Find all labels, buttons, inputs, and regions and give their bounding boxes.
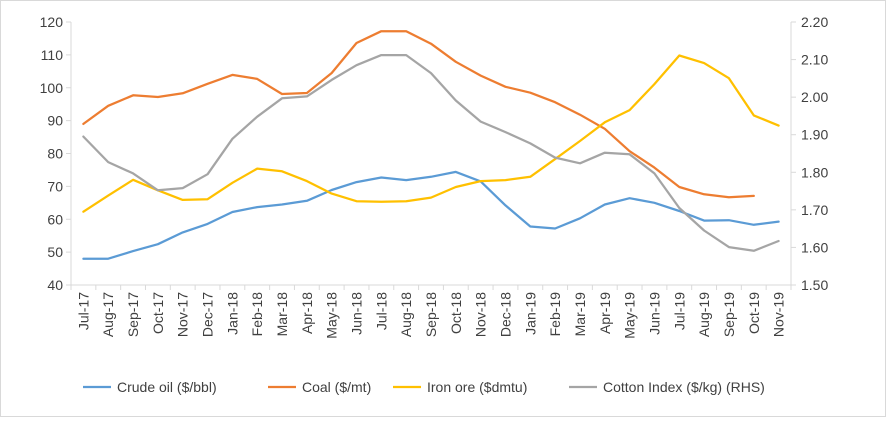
y-left-tick-label: 60	[47, 211, 63, 227]
x-tick-label: Aug-19	[696, 292, 712, 337]
x-tick-label: Jul-19	[671, 292, 687, 330]
y-left-tick-label: 80	[47, 146, 63, 162]
y-left-tick-label: 70	[47, 178, 63, 194]
x-tick-label: Nov-18	[473, 292, 489, 337]
x-tick-label: Mar-19	[572, 292, 588, 337]
x-tick-label: Oct-17	[150, 292, 166, 334]
series-line-1	[82, 170, 780, 260]
x-tick-label: Apr-18	[299, 292, 315, 334]
y-left-tick-label: 120	[40, 14, 64, 30]
x-tick-label: May-18	[324, 292, 340, 339]
legend-label: Coal ($/mt)	[302, 379, 371, 395]
x-tick-label: Sep-18	[423, 292, 439, 337]
legend-label: Iron ore ($dmtu)	[427, 379, 527, 395]
y-right-tick-label: 1.70	[801, 202, 828, 218]
x-tick-label: Jul-17	[75, 292, 91, 330]
x-tick-label: Feb-19	[547, 292, 563, 337]
x-tick-label: Feb-18	[249, 292, 265, 337]
x-tick-label: Apr-19	[597, 292, 613, 334]
y-right-tick-label: 2.10	[801, 52, 828, 68]
y-right-tick-label: 2.20	[801, 14, 828, 30]
series-line-3	[82, 54, 780, 213]
y-left-tick-label: 40	[47, 277, 63, 293]
legend-label: Cotton Index ($/kg) (RHS)	[603, 379, 765, 395]
y-left-tick-label: 50	[47, 244, 63, 260]
series-line-2	[82, 30, 755, 199]
x-tick-label: Jun-18	[349, 292, 365, 335]
x-tick-label: Aug-18	[398, 292, 414, 337]
series-lines	[82, 30, 780, 260]
x-tick-label: Sep-17	[125, 292, 141, 337]
legend: Crude oil ($/bbl) Coal ($/mt) Iron ore ($d…	[83, 379, 765, 395]
x-tick-label: Aug-17	[100, 292, 116, 337]
y-left-tick-label: 100	[40, 80, 64, 96]
x-tick-label: Oct-19	[746, 292, 762, 334]
x-tick-label: Jul-18	[373, 292, 389, 330]
legend-label: Crude oil ($/bbl)	[117, 379, 217, 395]
x-tick-label: Dec-17	[200, 292, 216, 337]
y-right-tick-label: 1.90	[801, 127, 828, 143]
x-tick-label: Nov-19	[771, 292, 787, 337]
series-line-4	[82, 53, 780, 252]
axes: 40 50 60 70 80 90 100 110 120 1.50 1.60 1.70 1.80 1.9…	[40, 14, 829, 339]
x-tick-label: Oct-18	[448, 292, 464, 334]
x-tick-label: Mar-18	[274, 292, 290, 337]
x-tick-label: Jan-18	[224, 292, 240, 335]
y-right-tick-label: 2.00	[801, 89, 828, 105]
y-right-tick-label: 1.80	[801, 164, 828, 180]
x-tick-label: Nov-17	[175, 292, 191, 337]
x-tick-label: May-19	[622, 292, 638, 339]
y-right-tick-label: 1.50	[801, 277, 828, 293]
x-tick-label: Dec-18	[497, 292, 513, 337]
x-tick-label: Jan-19	[522, 292, 538, 335]
y-left-tick-label: 90	[47, 113, 63, 129]
y-left-tick-label: 110	[41, 47, 64, 63]
y-right-tick-label: 1.60	[801, 239, 828, 255]
x-tick-label: Jun-19	[646, 292, 662, 335]
x-tick-label: Sep-19	[721, 292, 737, 337]
